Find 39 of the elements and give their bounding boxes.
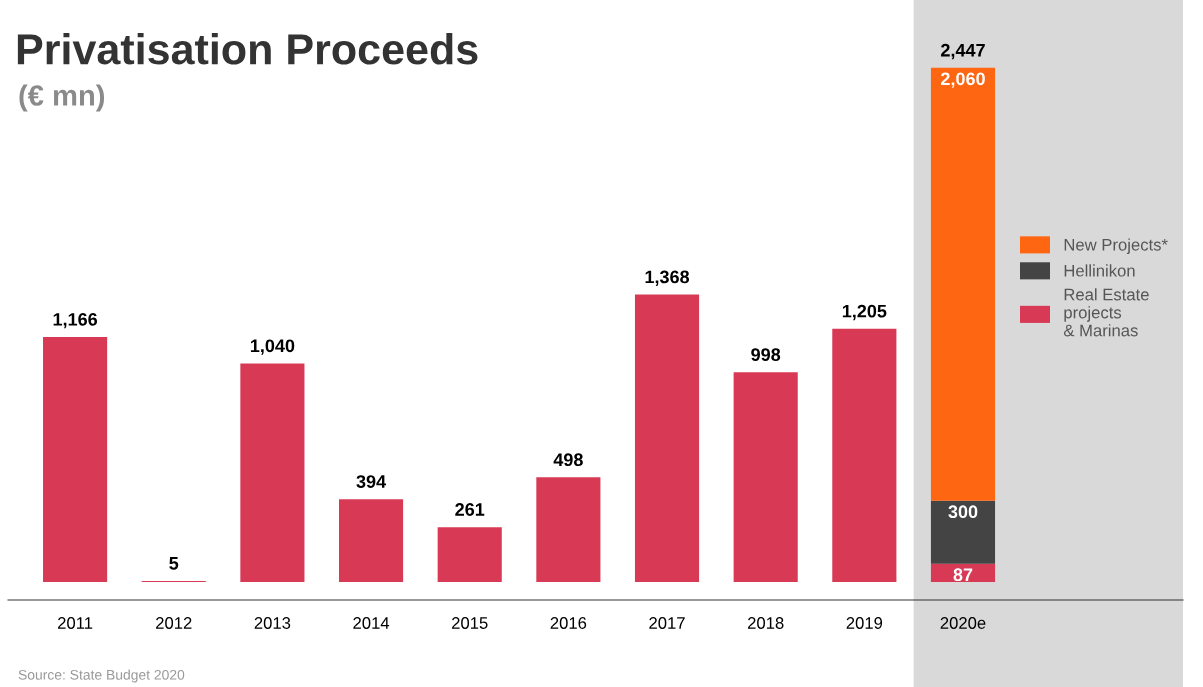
bar	[930, 67, 996, 501]
source-note: Source: State Budget 2020	[18, 669, 185, 683]
data-label: 1,368	[645, 270, 690, 286]
x-tick-label: 2014	[353, 617, 390, 629]
chart-title: Privatisation Proceeds	[17, 32, 478, 65]
total-label: 2,447	[941, 43, 985, 60]
x-tick-label: 2020e	[940, 617, 986, 629]
data-label: 998	[751, 348, 781, 362]
bar	[338, 499, 404, 583]
x-tick-label: 2013	[254, 617, 291, 629]
data-label: 394	[356, 475, 387, 488]
bar	[733, 372, 798, 583]
legend-label: Real Estate projects & Marinas	[1063, 288, 1149, 337]
x-tick-label: 2016	[550, 617, 587, 629]
data-label: 300	[948, 505, 978, 519]
bar	[240, 363, 305, 583]
bar	[634, 294, 700, 583]
x-tick-label: 2011	[58, 617, 93, 629]
x-tick-label: 2017	[649, 617, 685, 629]
x-tick-label: 2018	[747, 617, 784, 629]
bar	[832, 328, 897, 583]
data-label: 1,040	[250, 339, 295, 355]
data-label: 1,166	[53, 312, 98, 329]
data-label: 5	[169, 557, 179, 570]
text: (€ mn)	[19, 84, 105, 112]
legend-label: New Projects*	[1064, 238, 1168, 254]
x-tick-label: 2019	[846, 617, 883, 629]
data-label: 1,205	[842, 304, 887, 321]
legend-label: Hellinikon	[1064, 264, 1135, 277]
data-label: 498	[553, 453, 583, 467]
x-tick-label: 2015	[452, 617, 488, 629]
bar	[930, 500, 996, 564]
x-tick-label: 2012	[156, 617, 192, 629]
data-label: 87	[953, 568, 973, 582]
bar	[437, 527, 502, 583]
data-label: 2,060	[941, 72, 985, 88]
data-label: 261	[455, 503, 485, 516]
bar	[43, 337, 108, 583]
bar	[536, 477, 601, 583]
